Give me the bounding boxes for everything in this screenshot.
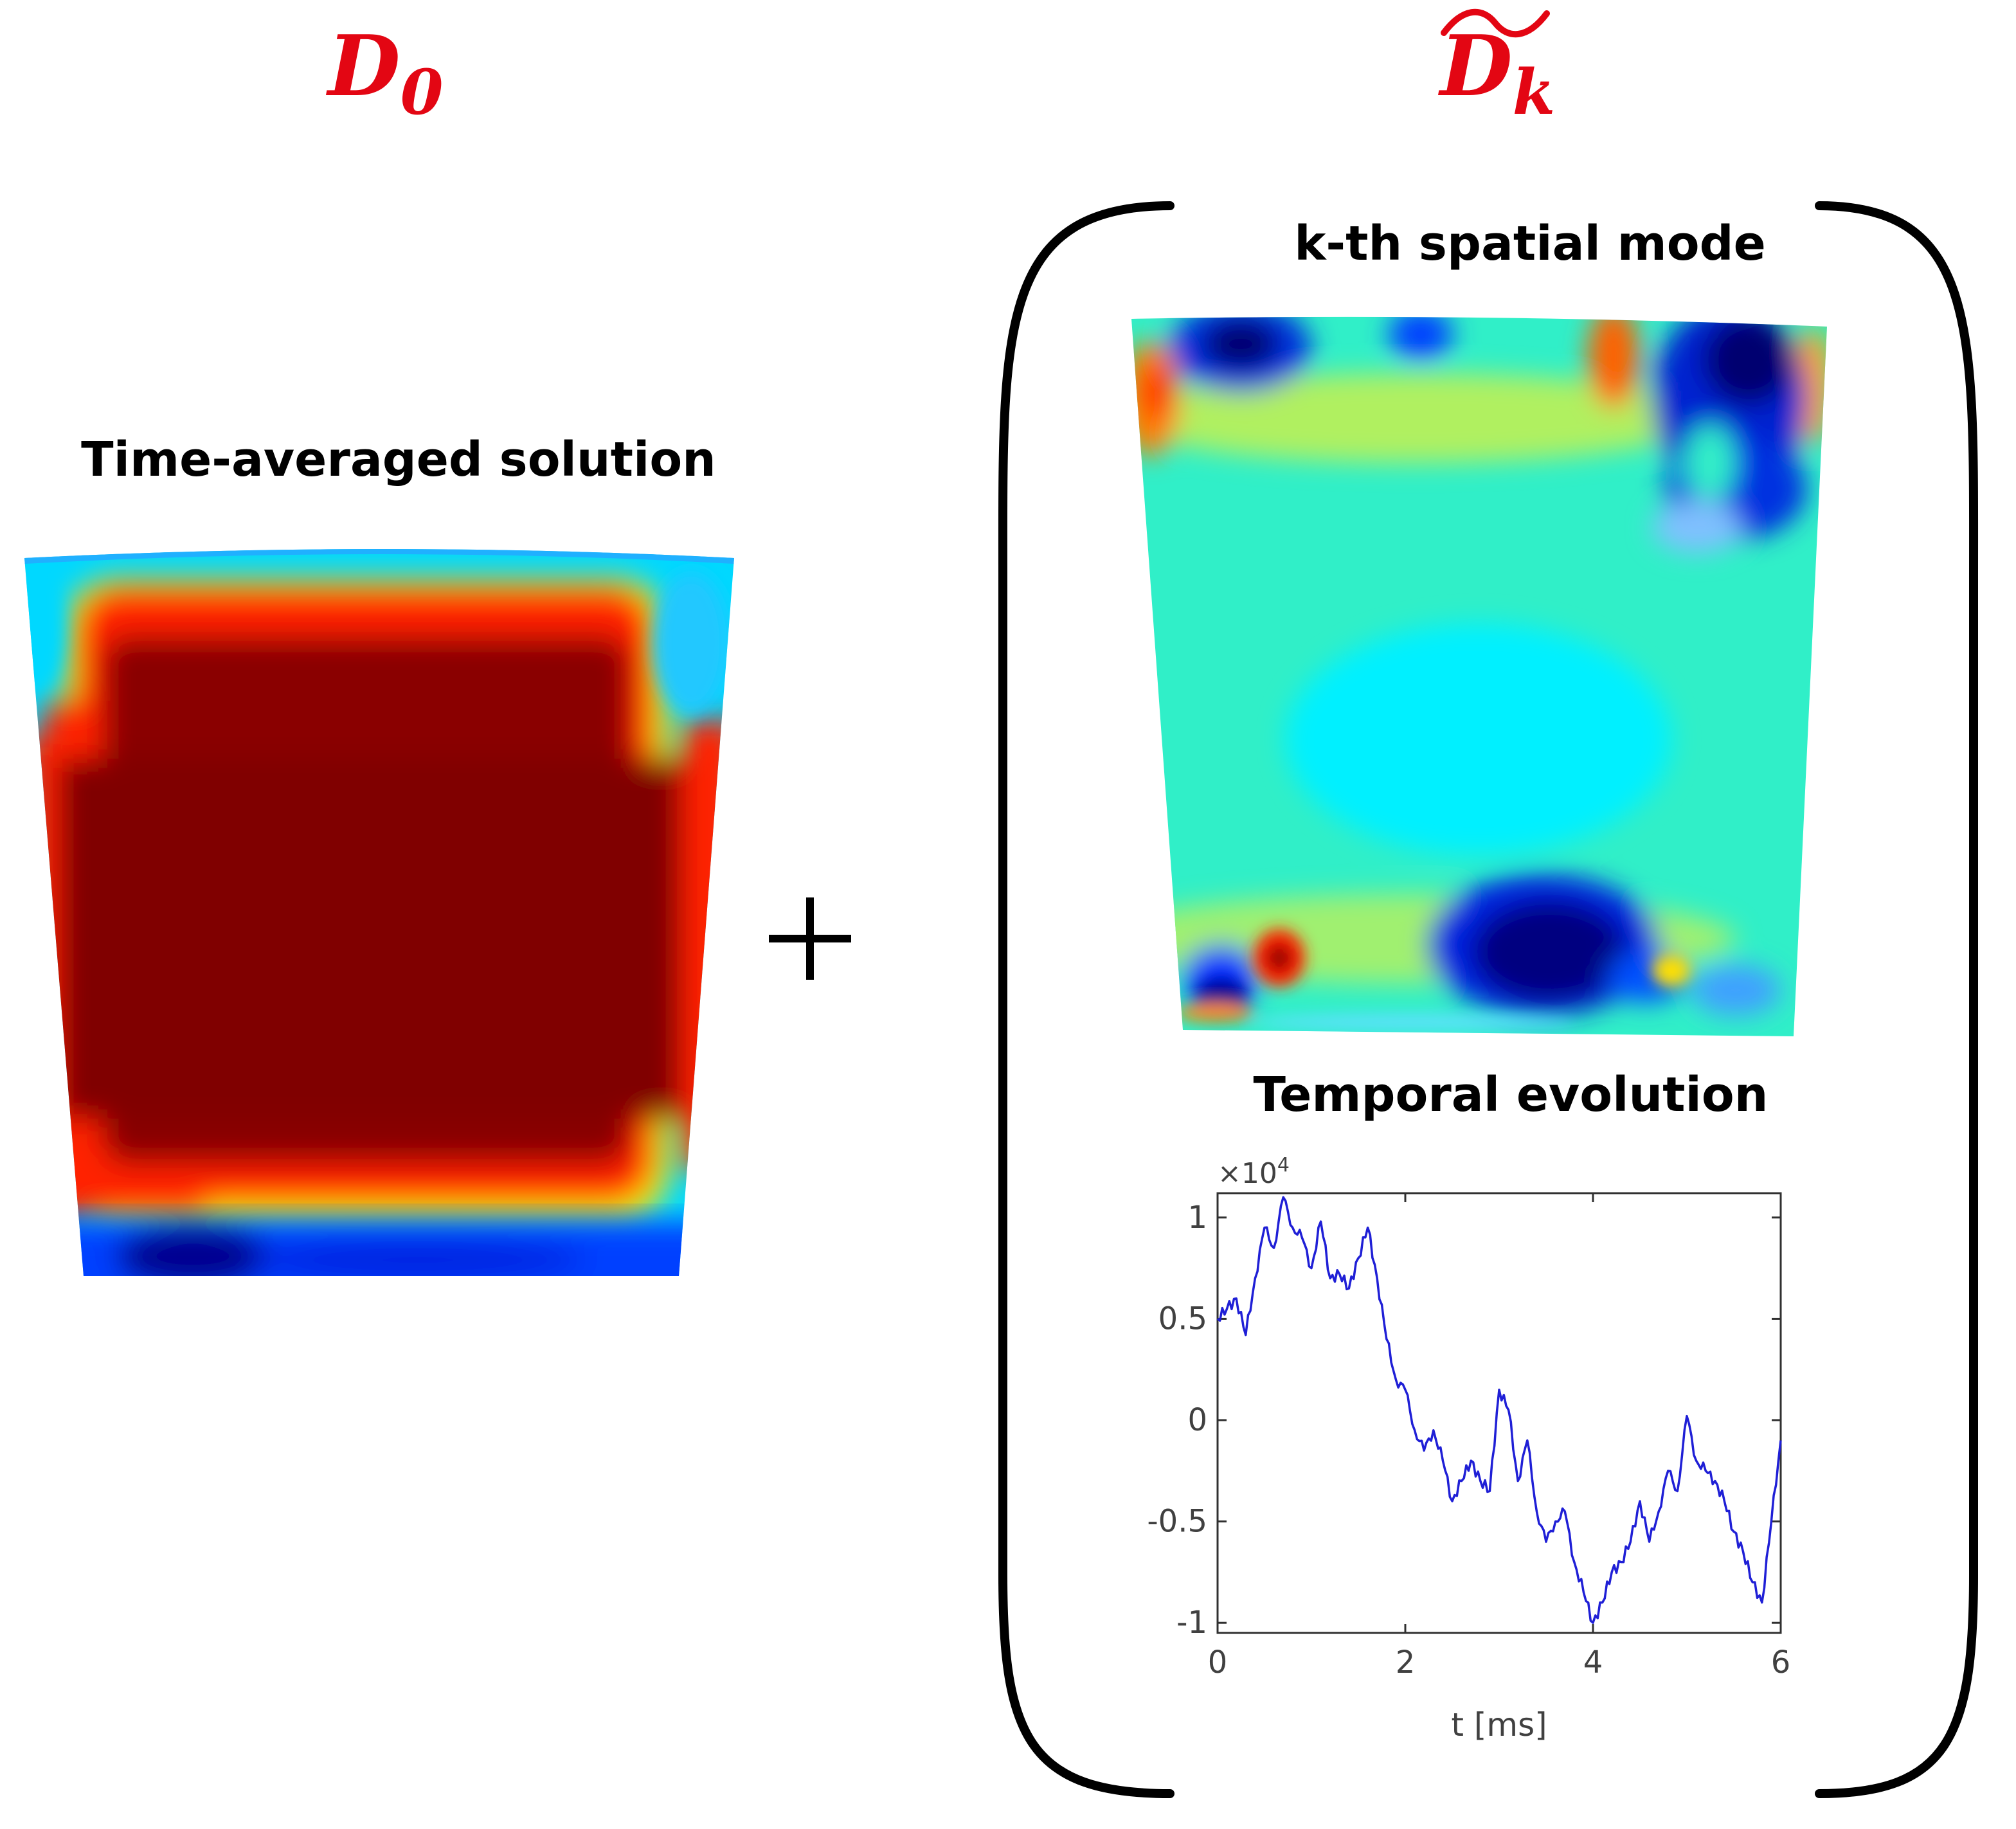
spatial-mode-heading: k-th spatial mode: [1294, 216, 1766, 271]
x-tick-label: 0: [1208, 1644, 1228, 1680]
exponent-power: 4: [1277, 1154, 1290, 1176]
d0-subscript: 0: [400, 55, 444, 129]
plot-frame: [1216, 1192, 1782, 1634]
x-tick-label: 4: [1583, 1644, 1603, 1680]
right-bracket: [1815, 201, 1979, 1798]
x-tick-label: 2: [1396, 1644, 1416, 1680]
time-averaged-heading: Time-averaged solution: [81, 432, 716, 487]
y-tick-label: -1: [1176, 1605, 1207, 1641]
y-tick-label: 0.5: [1158, 1301, 1207, 1337]
y-tick-label: 1: [1187, 1200, 1207, 1236]
dk-subscript: k: [1512, 55, 1556, 129]
x-tick-label: 6: [1771, 1644, 1791, 1680]
left-bracket: [998, 201, 1174, 1798]
series-line: [1216, 1196, 1782, 1624]
dk-letter: D: [1440, 17, 1513, 115]
tilde-icon: [1441, 8, 1550, 38]
d0-label: D0: [328, 24, 444, 123]
plus-icon: [769, 897, 851, 980]
exponent-label: ×104: [1218, 1154, 1290, 1190]
temporal-heading: Temporal evolution: [1253, 1067, 1769, 1122]
y-tick-label: -0.5: [1147, 1504, 1207, 1540]
x-axis-label: t [ms]: [1451, 1706, 1547, 1743]
d0-letter: D: [328, 17, 401, 115]
y-tick-label: 0: [1187, 1402, 1207, 1438]
dk-label: Dk: [1440, 24, 1555, 123]
